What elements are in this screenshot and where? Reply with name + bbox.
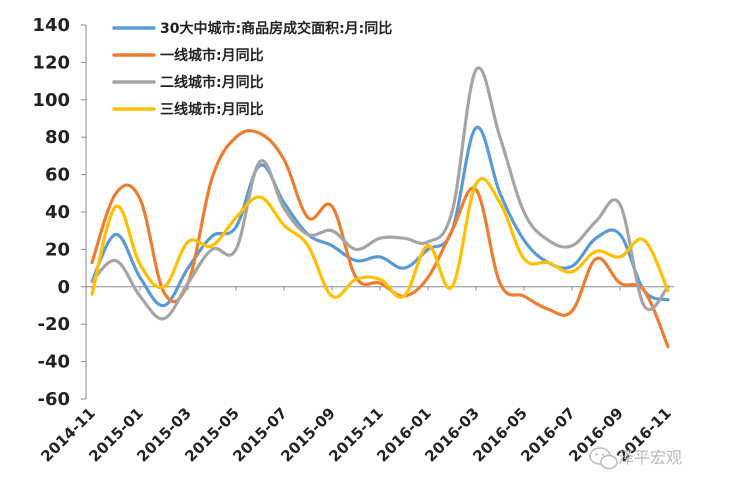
- series-line-0: [90, 125, 670, 308]
- wechat-icon: [589, 447, 618, 470]
- y-tick-label: 60: [45, 165, 70, 186]
- legend: 30大中城市:商品房成交面积:月:同比一线城市:月同比二线城市:月同比三线城市:…: [112, 20, 392, 118]
- y-tick-label: 40: [45, 202, 70, 223]
- legend-label-1: 一线城市:月同比: [160, 47, 264, 64]
- y-tick-label: 80: [45, 127, 70, 148]
- x-axis: 2014-112015-012015-032015-052015-072015-…: [37, 286, 675, 466]
- series-line-2: [90, 66, 670, 321]
- y-tick-label: 120: [32, 52, 70, 73]
- y-tick-label: 100: [32, 90, 70, 111]
- y-axis: -60 -40 -20 0 20 40 60 80 100 120 140: [32, 15, 87, 410]
- y-tick-label: -60: [37, 389, 70, 410]
- series-lines: [90, 66, 670, 349]
- series-line-3: [90, 177, 670, 299]
- legend-label-3: 三线城市:月同比: [160, 101, 264, 118]
- y-tick-label: 0: [57, 277, 70, 298]
- y-tick-label: 140: [32, 15, 70, 36]
- legend-label-0: 30大中城市:商品房成交面积:月:同比: [160, 20, 392, 37]
- y-tick-label: -20: [37, 314, 70, 335]
- legend-label-2: 二线城市:月同比: [160, 74, 264, 91]
- y-tick-label: 20: [45, 239, 70, 260]
- watermark-text: 泽平宏观: [618, 448, 682, 467]
- watermark: 泽平宏观: [589, 447, 682, 470]
- y-tick-label: -40: [37, 352, 70, 373]
